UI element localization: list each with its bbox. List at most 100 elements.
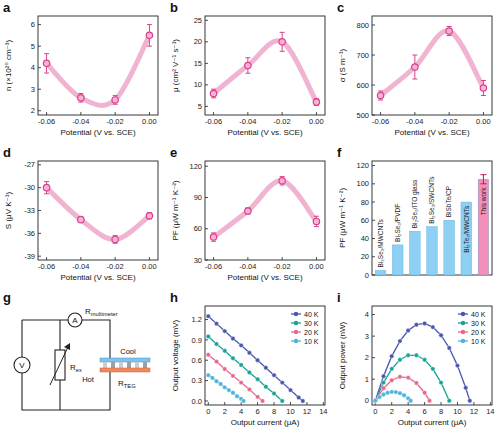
data-point bbox=[264, 384, 268, 388]
x-tick bbox=[306, 402, 307, 405]
error-bar bbox=[211, 89, 216, 98]
y-tick bbox=[38, 210, 41, 211]
data-point bbox=[398, 358, 402, 362]
data-point bbox=[206, 314, 210, 318]
data-point bbox=[146, 32, 152, 38]
bar-label: Bi₂Se₃/SWCNTs bbox=[428, 176, 435, 224]
legend-marker bbox=[461, 321, 465, 325]
x-axis-title: Potential (V vs. SCE) bbox=[227, 273, 302, 282]
legend-marker bbox=[461, 339, 465, 343]
data-point bbox=[373, 398, 377, 402]
data-point bbox=[422, 358, 426, 362]
y-tick bbox=[205, 20, 208, 21]
error-bar bbox=[78, 93, 83, 102]
error-bar bbox=[113, 236, 118, 244]
y-tick bbox=[205, 106, 208, 107]
data-point bbox=[381, 386, 385, 390]
ammeter-label: A bbox=[72, 316, 78, 325]
error-bar bbox=[314, 99, 319, 106]
error-cap bbox=[211, 241, 216, 242]
y-tick-label: 5 bbox=[198, 102, 202, 111]
x-tick bbox=[241, 402, 242, 405]
label-sub: ex bbox=[76, 367, 82, 373]
plot-frame bbox=[38, 16, 158, 115]
data-point bbox=[206, 334, 210, 338]
y-tick bbox=[38, 67, 41, 68]
error-cap bbox=[113, 104, 118, 105]
y-tick bbox=[372, 314, 375, 315]
y-tick-label: 1 bbox=[365, 375, 369, 384]
x-tick bbox=[316, 112, 317, 115]
y-tick bbox=[38, 233, 41, 234]
legend-label: 30 K bbox=[471, 320, 486, 327]
y-tick bbox=[372, 183, 375, 184]
error-cap bbox=[211, 97, 216, 98]
data-group bbox=[375, 175, 488, 275]
error-cap bbox=[113, 95, 118, 96]
panel-letter: g bbox=[3, 290, 11, 305]
r-multimeter-label: Rmultimeter bbox=[85, 307, 118, 317]
data-point bbox=[223, 349, 227, 353]
variable-arrow bbox=[50, 347, 68, 385]
x-tick-label: 8 bbox=[439, 407, 443, 416]
data-point bbox=[381, 380, 385, 384]
error-bar bbox=[378, 91, 383, 100]
y-tick-label: -30 bbox=[24, 183, 35, 192]
data-point bbox=[223, 329, 227, 333]
x-tick bbox=[257, 402, 258, 405]
data-point bbox=[210, 234, 216, 240]
error-cap bbox=[412, 79, 417, 80]
data-point bbox=[210, 376, 214, 380]
data-point bbox=[43, 184, 49, 190]
y-tick bbox=[372, 202, 375, 203]
data-point bbox=[381, 374, 385, 378]
y-tick-label: 0.9 bbox=[192, 336, 202, 345]
data-point bbox=[390, 390, 394, 394]
x-tick-label: 12 bbox=[303, 407, 311, 416]
data-point bbox=[264, 366, 268, 370]
data-point bbox=[112, 97, 118, 103]
x-axis-title: Potential (V vs. SCE) bbox=[60, 128, 135, 137]
data-point bbox=[468, 398, 472, 402]
data-point bbox=[78, 95, 84, 101]
data-point bbox=[255, 377, 259, 381]
x-tick bbox=[380, 112, 381, 115]
data-point bbox=[260, 399, 264, 403]
error-bar bbox=[412, 55, 417, 79]
y-tick-label: 20 bbox=[361, 252, 369, 261]
error-bar bbox=[211, 233, 216, 241]
data-point bbox=[377, 395, 381, 399]
data-point bbox=[414, 381, 418, 385]
data-point bbox=[43, 60, 49, 66]
data-point bbox=[255, 358, 259, 362]
data-point bbox=[227, 388, 231, 392]
y-tick bbox=[205, 228, 208, 229]
data-point bbox=[439, 380, 443, 384]
panel-a: a-0.06-0.04-0.020.0023456Potential (V vs… bbox=[3, 0, 158, 137]
series-line bbox=[375, 355, 449, 400]
teg-leg bbox=[127, 362, 131, 368]
y-tick bbox=[372, 165, 375, 166]
data-group bbox=[377, 27, 486, 101]
x-tick bbox=[247, 112, 248, 115]
y-tick bbox=[372, 336, 375, 337]
data-point bbox=[439, 333, 443, 337]
data-point bbox=[206, 373, 210, 377]
error-bar bbox=[280, 32, 285, 51]
error-bar bbox=[245, 208, 250, 214]
x-tick bbox=[316, 257, 317, 260]
x-tick bbox=[208, 402, 209, 405]
y-tick-label: 0 bbox=[365, 396, 369, 405]
bar bbox=[410, 231, 421, 275]
data-point bbox=[373, 398, 377, 402]
x-tick bbox=[46, 112, 47, 115]
x-tick bbox=[224, 402, 225, 405]
y-tick-label: 80 bbox=[361, 198, 369, 207]
trend-line bbox=[214, 181, 317, 237]
y-tick bbox=[372, 220, 375, 221]
series-line bbox=[208, 355, 262, 401]
y-axis-title: S (μV K⁻¹) bbox=[4, 192, 13, 230]
circuit: VARmultimeterRexCoolHotRTEG bbox=[14, 307, 150, 410]
y-tick-label: 120 bbox=[356, 161, 369, 170]
data-point bbox=[422, 321, 426, 325]
